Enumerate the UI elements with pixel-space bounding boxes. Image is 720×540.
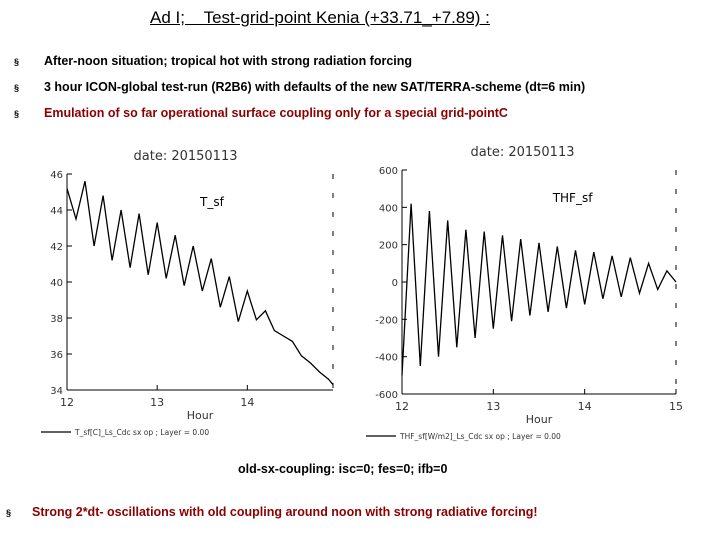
chart-t-sf: date: 20150113 34 36 38 40 42 44 46 12 13 14 Hour T_… bbox=[41, 149, 334, 437]
tsf-xtick-label: 12 bbox=[60, 396, 74, 409]
tsf-ytick-label: 34 bbox=[50, 386, 63, 397]
slide-title: Ad I; Test-grid-point Kenia (+33.71_+7.8… bbox=[150, 8, 490, 28]
thf-ytick-label: -600 bbox=[375, 390, 398, 401]
thf-series-line bbox=[401, 203, 677, 376]
conclusion-text: Strong 2*dt- oscillations with old coupl… bbox=[32, 505, 538, 519]
title-main: Test-grid-point Kenia (+33.71_+7.89) : bbox=[203, 8, 490, 27]
bullet-3: § Emulation of so far operational surface… bbox=[14, 106, 508, 120]
bullet-marker: § bbox=[14, 56, 20, 67]
thf-series-title: THF_sf bbox=[552, 191, 594, 205]
thf-xtick-label: 14 bbox=[578, 400, 592, 413]
bullet-1: § After-noon situation; tropical hot with… bbox=[14, 54, 412, 68]
bullet-marker: § bbox=[14, 108, 20, 119]
thf-ytick-label: -200 bbox=[375, 315, 398, 326]
tsf-xtick-label: 14 bbox=[240, 396, 254, 409]
tsf-ytick-label: 38 bbox=[50, 314, 63, 325]
title-prefix: Ad I; bbox=[150, 8, 185, 27]
conclusion-bullet: § Strong 2*dt- oscillations with old coup… bbox=[6, 505, 538, 519]
thf-ytick-label: -400 bbox=[375, 353, 398, 364]
bullet-2: § 3 hour ICON-global test-run (R2B6) with… bbox=[14, 80, 585, 94]
thf-x-axis-label: Hour bbox=[526, 413, 553, 426]
tsf-series-line bbox=[66, 181, 334, 386]
thf-ytick-label: 600 bbox=[379, 166, 398, 177]
thf-ytick-label: 200 bbox=[379, 241, 398, 252]
tsf-ytick-label: 46 bbox=[50, 170, 63, 181]
bullet-text: After-noon situation; tropical hot with … bbox=[44, 54, 413, 68]
tsf-xtick-label: 13 bbox=[150, 396, 164, 409]
figure-caption: old-sx-coupling: isc=0; fes=0; ifb=0 bbox=[238, 462, 448, 476]
tsf-legend-label: T_sf[C]_Ls_Cdc sx op ; Layer = 0.00 bbox=[74, 428, 209, 437]
bullet-marker: § bbox=[14, 82, 20, 93]
thf-ytick-label: 0 bbox=[392, 278, 398, 289]
thf-ytick-label: 400 bbox=[379, 203, 398, 214]
bullet-text: Emulation of so far operational surface … bbox=[44, 106, 508, 120]
tsf-x-axis-label: Hour bbox=[187, 409, 214, 422]
tsf-date-label: date: 20150113 bbox=[134, 149, 238, 164]
thf-xtick-label: 15 bbox=[669, 400, 683, 413]
tsf-ytick-label: 40 bbox=[50, 278, 63, 289]
thf-xtick-label: 12 bbox=[395, 400, 409, 413]
thf-xtick-label: 13 bbox=[486, 400, 500, 413]
tsf-series-title: T_sf bbox=[199, 195, 225, 209]
tsf-ytick-label: 36 bbox=[50, 350, 63, 361]
tsf-ytick-label: 44 bbox=[50, 206, 63, 217]
bullet-text: 3 hour ICON-global test-run (R2B6) with … bbox=[44, 80, 586, 94]
thf-date-label: date: 20150113 bbox=[471, 145, 575, 160]
chart-thf-sf: date: 20150113 -600 -400 -200 0 200 400 600 12 13… bbox=[366, 145, 683, 441]
tsf-ytick-label: 42 bbox=[50, 242, 63, 253]
thf-legend-label: THF_sf[W/m2]_Ls_Cdc sx op ; Layer = 0.00 bbox=[399, 432, 561, 441]
bullet-marker: § bbox=[6, 507, 12, 518]
